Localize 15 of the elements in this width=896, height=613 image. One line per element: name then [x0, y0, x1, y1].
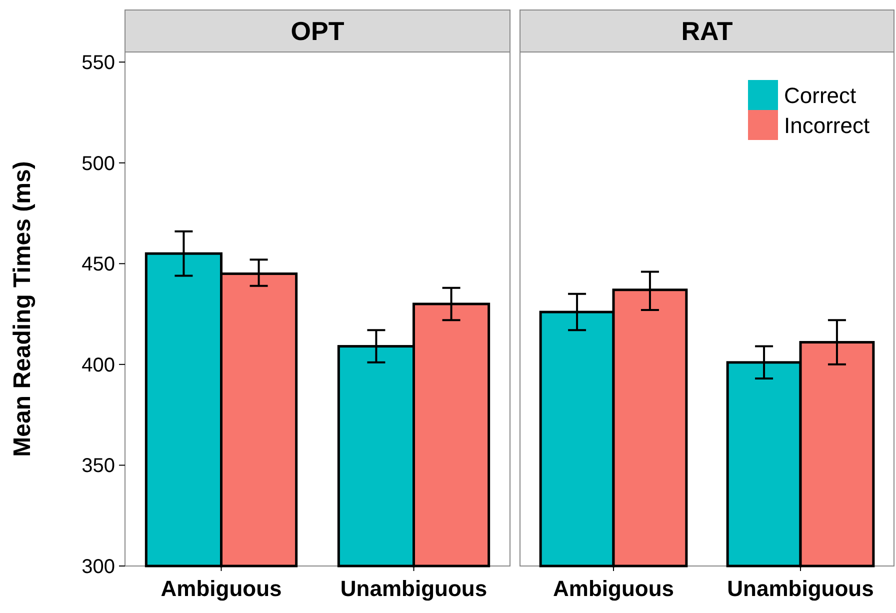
legend-label: Correct: [784, 83, 856, 108]
y-tick-label: 350: [82, 455, 115, 478]
y-tick-label: 500: [82, 152, 115, 175]
y-tick-label: 300: [82, 556, 115, 578]
x-tick-label: Unambiguous: [727, 576, 874, 601]
x-tick-label: Ambiguous: [553, 576, 674, 601]
y-tick-label: 400: [82, 354, 115, 376]
x-tick-label: Unambiguous: [340, 576, 488, 601]
chart-title: OPT: [290, 16, 344, 46]
y-tick-label: 450: [82, 254, 115, 276]
y-axis-title: Mean Reading Times (ms): [9, 161, 36, 457]
legend-label: Incorrect: [784, 113, 870, 138]
chart-title: RAT: [681, 16, 733, 46]
y-tick-label: 550: [82, 52, 115, 74]
x-tick-label: Ambiguous: [160, 576, 282, 601]
